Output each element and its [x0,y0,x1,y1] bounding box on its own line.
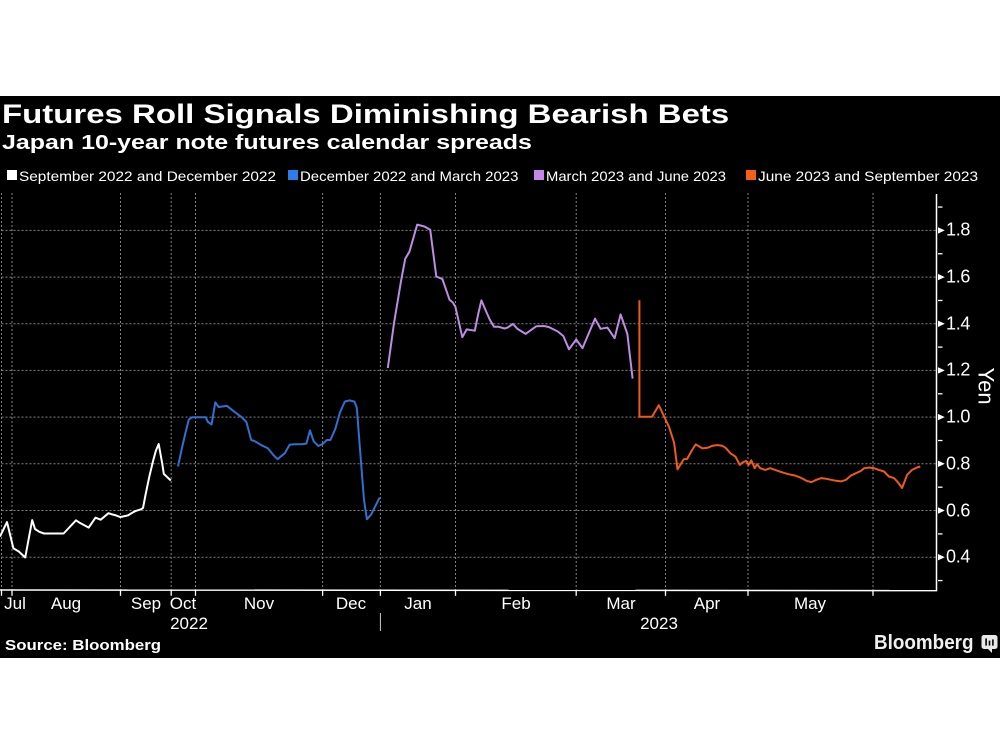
svg-text:Yen: Yen [974,367,999,404]
